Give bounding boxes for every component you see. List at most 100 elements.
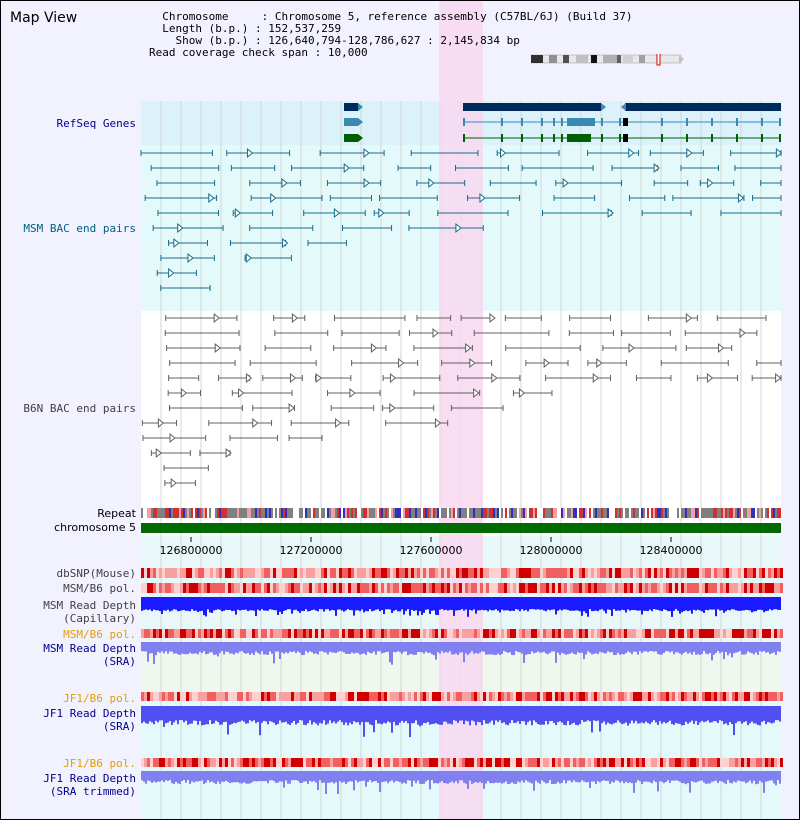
repeat-mark (651, 508, 653, 518)
msm-b6-pol-sra-mark (774, 629, 777, 638)
msm-b6-pol-mark (483, 583, 486, 593)
jf1-depth-trimmed-bar (669, 771, 671, 784)
jf1-depth-trimmed-bar (343, 771, 345, 782)
msm-b6-pol-mark (498, 583, 501, 593)
msm-b6-pol-mark (552, 583, 555, 593)
msm-b6-pol-sra-mark (750, 629, 753, 638)
chromosome-ideogram[interactable] (531, 54, 686, 66)
jf1-b6-pol-trimmed-mark (405, 758, 408, 767)
msm-depth-sra-bar (389, 642, 391, 663)
jf1-b6-pol-mark (621, 692, 624, 701)
jf1-depth-sra-bar (279, 706, 281, 721)
jf1-depth-sra-bar (725, 706, 727, 724)
jf1-b6-pol-trimmed-mark (402, 758, 405, 767)
repeat-mark (303, 508, 305, 518)
repeat-mark (149, 508, 151, 518)
msm-depth-sra-bar (363, 642, 365, 654)
msm-bac-arrow (500, 147, 507, 159)
msm-b6-pol-mark (312, 583, 315, 593)
jf1-b6-pol-trimmed-mark (462, 758, 465, 767)
jf1-depth-trimmed-bar (337, 771, 339, 794)
msm-b6-pol-mark (612, 583, 615, 593)
msm-depth-capillary-bar (465, 597, 467, 610)
msm-depth-sra-bar (379, 642, 381, 652)
repeat-mark (489, 508, 491, 518)
msm-depth-capillary-bar (485, 597, 487, 611)
msm-depth-capillary-bar (239, 597, 241, 611)
msm-depth-capillary-bar (159, 597, 161, 612)
repeat-mark (515, 508, 517, 518)
repeat-mark (379, 508, 381, 518)
jf1-depth-trimmed-bar (643, 771, 645, 782)
repeat-mark (569, 508, 571, 518)
msm-b6-pol-mark (450, 583, 453, 593)
dbsnp-mark (375, 568, 378, 578)
dbsnp-mark (612, 568, 615, 578)
repeat-mark (735, 508, 737, 518)
jf1-b6-pol-trimmed-mark (522, 758, 525, 767)
msm-b6-pol-sra-mark (759, 629, 762, 638)
msm-depth-capillary-bar (267, 597, 269, 611)
repeat-mark (269, 508, 271, 518)
msm-depth-capillary-bar (333, 597, 335, 611)
jf1-b6-pol-trimmed-mark (165, 758, 168, 767)
msm-b6-pol-sra-mark (693, 629, 696, 638)
jf1-b6-pol-trimmed-mark (582, 758, 585, 767)
b6n-bac-arrow (288, 402, 295, 414)
jf1-b6-pol-mark (717, 692, 720, 701)
msm-depth-sra-bar (277, 642, 279, 652)
repeat-mark (725, 508, 727, 518)
jf1-b6-pol-trimmed-mark (210, 758, 213, 767)
jf1-depth-trimmed-bar (297, 771, 299, 781)
jf1-depth-trimmed-bar (777, 771, 779, 781)
dbsnp-mark (510, 568, 513, 578)
jf1-depth-trimmed-bar (357, 771, 359, 783)
jf1-depth-trimmed-bar (387, 771, 389, 784)
dbsnp-mark (387, 568, 390, 578)
msm-depth-sra-bar (371, 642, 373, 654)
jf1-depth-trimmed-bar (425, 771, 427, 782)
msm-b6-pol-sra-mark (381, 629, 384, 638)
repeat-mark (521, 508, 523, 518)
msm-depth-sra-bar (369, 642, 371, 653)
msm-depth-sra-bar (701, 642, 703, 654)
msm-depth-capillary-bar (211, 597, 213, 613)
jf1-depth-sra-bar (477, 706, 479, 722)
jf1-depth-sra-bar (185, 706, 187, 721)
repeat-mark (401, 508, 403, 518)
jf1-b6-pol-mark (519, 692, 522, 701)
jf1-depth-sra-bar (299, 706, 301, 721)
repeat-mark (173, 508, 175, 518)
dbsnp-mark (756, 568, 759, 578)
dbsnp-mark (177, 568, 180, 578)
jf1-depth-sra-bar (591, 706, 593, 733)
msm-depth-sra-bar (297, 642, 299, 652)
dbsnp-mark (507, 568, 510, 578)
b6n-bac-arrow (252, 417, 259, 429)
jf1-b6-pol-mark (639, 692, 642, 701)
jf1-depth-sra-bar (705, 706, 707, 722)
msm-b6-pol-mark (531, 583, 534, 593)
jf1-b6-pol-mark (681, 692, 684, 701)
msm-depth-capillary-bar (613, 597, 615, 610)
jf1-b6-pol-trimmed-mark (351, 758, 354, 767)
repeat-mark (163, 508, 165, 518)
jf1-b6-pol-mark (165, 692, 168, 701)
dbsnp-mark (291, 568, 294, 578)
msm-depth-capillary-bar (499, 597, 501, 613)
jf1-b6-pol-trimmed-mark (765, 758, 768, 767)
dbsnp-mark (588, 568, 591, 578)
jf1-b6-pol-mark (432, 692, 435, 701)
jf1-b6-pol-mark (330, 692, 333, 701)
msm-b6-pol-mark (366, 583, 369, 593)
jf1-b6-pol-trimmed-mark (630, 758, 633, 767)
jf1-b6-pol-trimmed-mark (201, 758, 204, 767)
repeat-mark (689, 508, 691, 518)
jf1-depth-trimmed-bar (207, 771, 209, 781)
dbsnp-mark (330, 568, 333, 578)
jf1-depth-sra-bar (317, 706, 319, 726)
dbsnp-mark (252, 568, 255, 578)
msm-depth-sra-bar (721, 642, 723, 652)
jf1-b6-pol-mark (654, 692, 657, 701)
